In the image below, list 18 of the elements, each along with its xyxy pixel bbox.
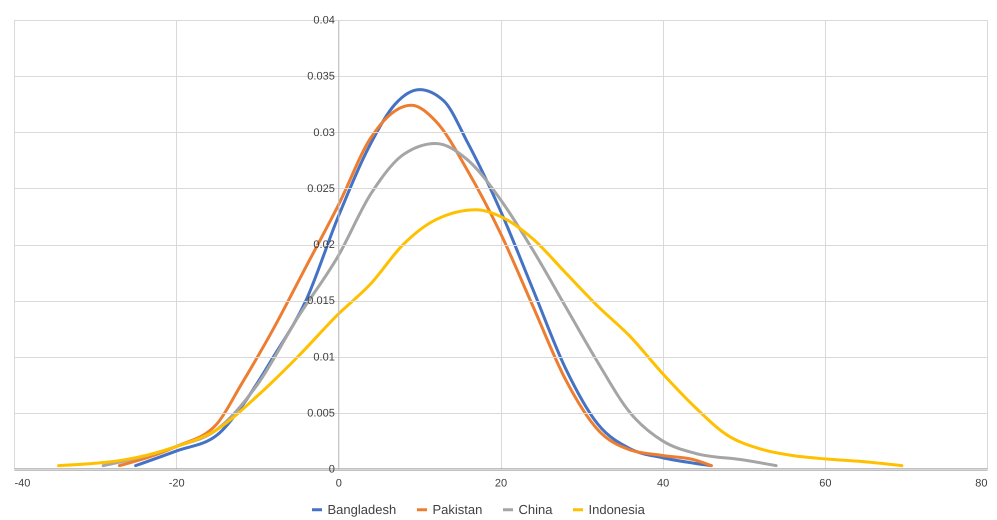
x-tick-label: -20 (168, 478, 185, 490)
y-tick-label: 0.03 (313, 126, 335, 139)
legend-label: China (518, 502, 554, 517)
y-tick-label: 0.015 (307, 295, 335, 308)
legend-label: Bangladesh (328, 502, 396, 517)
x-tick-label: 20 (494, 478, 508, 490)
y-tick-label: 0.02 (313, 239, 335, 251)
x-tick-label: 60 (819, 478, 832, 490)
legend-label: Pakistan (432, 502, 482, 517)
x-tick-label: 40 (657, 478, 670, 490)
x-tick-label: 80 (975, 478, 988, 490)
y-tick-label: 0.04 (313, 14, 335, 26)
y-tick-label: 0.025 (307, 182, 335, 195)
y-tick-label: 0.035 (307, 70, 335, 83)
x-tick-label: -40 (14, 478, 30, 490)
y-tick-label: 0.01 (313, 351, 335, 364)
y-tick-label: 0.005 (307, 407, 335, 420)
legend-label: Indonesia (588, 502, 646, 517)
